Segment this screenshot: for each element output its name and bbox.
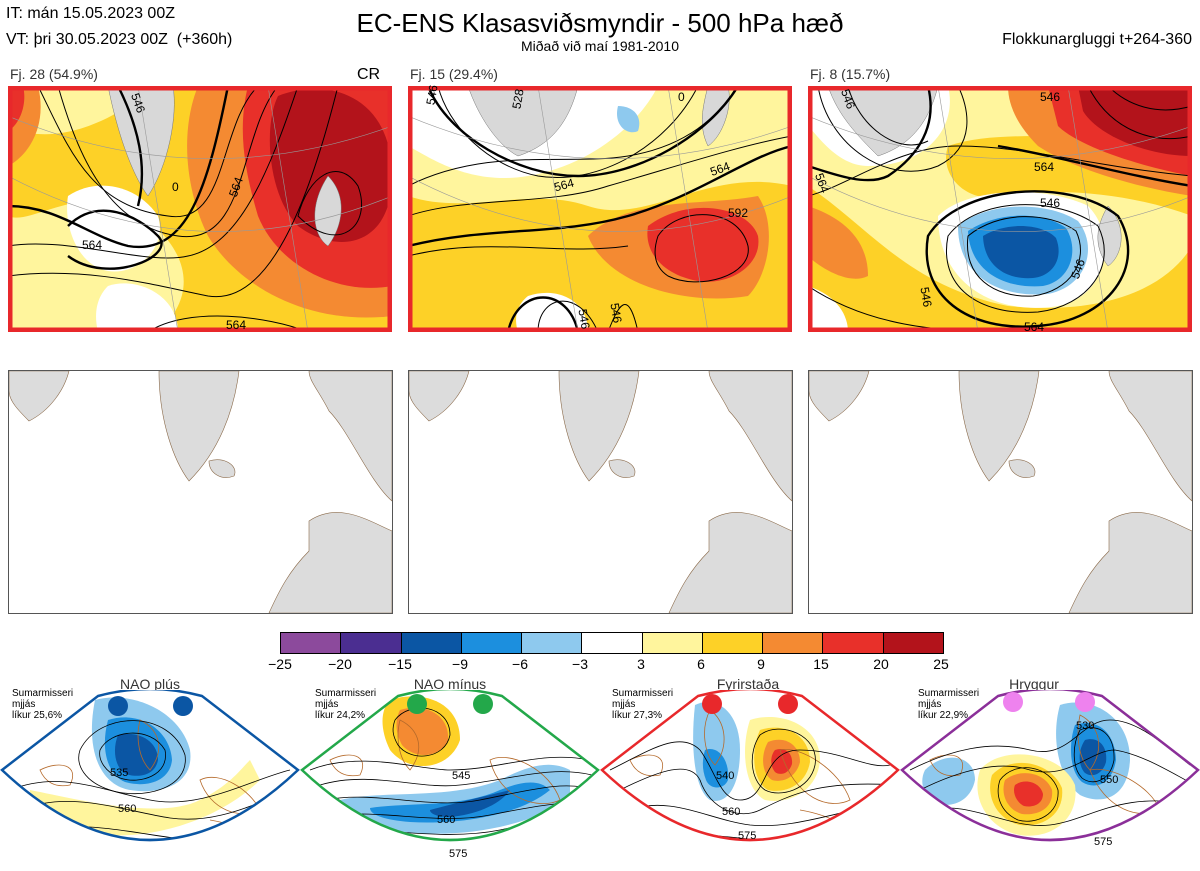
colorbar-cell bbox=[400, 633, 461, 653]
regime-1-note-line: Sumarmisseri bbox=[12, 688, 74, 699]
page-subtitle: Miðað við maí 1981-2010 bbox=[521, 38, 679, 54]
colorbar-cell bbox=[521, 633, 582, 653]
regime-4-contour-label: 575 bbox=[1094, 836, 1113, 848]
colorbar-tick: −6 bbox=[512, 656, 528, 672]
regime-3-map bbox=[600, 690, 900, 842]
colorbar-tick: 25 bbox=[933, 656, 949, 672]
initial-time: IT: mán 15.05.2023 00Z bbox=[6, 5, 175, 22]
regime-2-note-line: líkur 24,2% bbox=[315, 710, 366, 721]
regime-2-map bbox=[300, 690, 600, 842]
empty-map-2 bbox=[408, 370, 793, 614]
regime-3-note-line: mjjás bbox=[612, 699, 636, 710]
cluster-2-contour-label-4: 592 bbox=[728, 206, 749, 220]
regime-4-map bbox=[900, 690, 1200, 842]
regime-3-contour-label: 560 bbox=[722, 806, 741, 818]
regime-1-note-line: líkur 25,6% bbox=[12, 710, 63, 721]
regime-1-contour-label: 535 bbox=[110, 767, 129, 779]
cluster-3-label: Fj. 8 (15.7%) bbox=[810, 66, 891, 82]
colorbar-cell bbox=[762, 633, 823, 653]
regime-4-note: Sumarmisseri mjjás líkur 22,9% bbox=[918, 688, 979, 721]
cluster-1-contour-label-1: 564 bbox=[82, 238, 103, 252]
colorbar-tick: 20 bbox=[873, 656, 889, 672]
regime-3-title: Fyrirstaða bbox=[716, 676, 780, 692]
colorbar-tick: −3 bbox=[572, 656, 588, 672]
cluster-map-1 bbox=[8, 86, 392, 332]
cluster-map-2 bbox=[408, 86, 792, 332]
cluster-map-3 bbox=[808, 86, 1192, 332]
colorbar-cell bbox=[581, 633, 642, 653]
regime-3-note: Sumarmisseri mjjás líkur 27,3% bbox=[612, 688, 673, 721]
colorbar-tick: −9 bbox=[452, 656, 468, 672]
empty-map-3 bbox=[808, 370, 1193, 614]
colorbar-tick: 15 bbox=[813, 656, 829, 672]
colorbar-cell bbox=[882, 633, 943, 653]
regime-2-contour-label: 560 bbox=[437, 814, 456, 826]
colorbar-cell bbox=[641, 633, 702, 653]
colorbar bbox=[280, 632, 944, 654]
cluster-1-tag: CR bbox=[357, 66, 381, 83]
regime-3-note-line: líkur 27,3% bbox=[612, 710, 663, 721]
colorbar-tick: −25 bbox=[268, 656, 292, 672]
colorbar-cell bbox=[701, 633, 763, 653]
regime-1-note-line: mjjás bbox=[12, 699, 36, 710]
regime-4-note-line: líkur 22,9% bbox=[918, 710, 969, 721]
regime-3-note-line: Sumarmisseri bbox=[612, 688, 674, 699]
colorbar-cell bbox=[460, 633, 522, 653]
window-label: Flokkunargluggi t+264-360 bbox=[1002, 31, 1192, 48]
cluster-3-contour-label-7: 564 bbox=[1024, 320, 1045, 334]
colorbar-tick: 3 bbox=[637, 656, 645, 672]
regime-4-title: Hryggur bbox=[1009, 676, 1059, 692]
regime-1-note: Sumarmisseri mjjás líkur 25,6% bbox=[12, 688, 73, 721]
cluster-2-label: Fj. 15 (29.4%) bbox=[410, 66, 498, 82]
regime-3-contour-label: 575 bbox=[738, 830, 757, 842]
cluster-3-contour-label-2: 546 bbox=[1040, 196, 1061, 210]
regime-4-note-line: Sumarmisseri bbox=[918, 688, 980, 699]
colorbar-tick: 6 bbox=[697, 656, 705, 672]
cluster-1-contour-label-5: 0 bbox=[172, 180, 179, 194]
cluster-3-contour-label-3: 564 bbox=[1034, 160, 1055, 174]
cluster-2-contour-label-8: 0 bbox=[678, 90, 685, 104]
regime-3-contour-label: 540 bbox=[716, 770, 735, 782]
regime-2-contour-label: 545 bbox=[452, 770, 471, 782]
regime-2-contour-label: 575 bbox=[449, 848, 468, 860]
regime-1-contour-label: 560 bbox=[118, 803, 137, 815]
regime-4-note-line: mjjás bbox=[918, 699, 942, 710]
colorbar-tick: 9 bbox=[757, 656, 765, 672]
page-title: EC-ENS Klasasviðsmyndir - 500 hPa hæð bbox=[356, 8, 844, 38]
regime-1-map bbox=[0, 690, 300, 842]
regime-2-title: NAO mínus bbox=[413, 676, 487, 692]
colorbar-tick: −20 bbox=[328, 656, 352, 672]
regime-2-note-line: Sumarmisseri bbox=[315, 688, 377, 699]
regime-4-contour-label: 550 bbox=[1100, 774, 1119, 786]
regime-1-title: NAO plús bbox=[120, 676, 180, 692]
colorbar-cell bbox=[340, 633, 401, 653]
valid-time: VT: þri 30.05.2023 00Z (+360h) bbox=[6, 31, 233, 48]
cluster-1-label: Fj. 28 (54.9%) bbox=[10, 66, 98, 82]
colorbar-cell bbox=[822, 633, 883, 653]
empty-map-1 bbox=[8, 370, 393, 614]
regime-4-contour-label: 530 bbox=[1076, 720, 1095, 732]
regime-2-note-line: mjjás bbox=[315, 699, 339, 710]
cluster-1-contour-label-3: 564 bbox=[226, 318, 247, 332]
colorbar-tick: −15 bbox=[388, 656, 412, 672]
regime-2-note: Sumarmisseri mjjás líkur 24,2% bbox=[315, 688, 376, 721]
cluster-3-contour-label-8: 546 bbox=[1040, 90, 1061, 104]
colorbar-cell bbox=[281, 633, 341, 653]
